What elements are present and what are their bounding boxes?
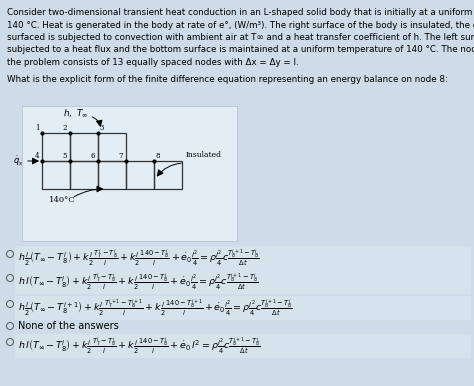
Text: $h\,l\left(T_\infty - T_8^i\right) + k\frac{l}{2}\frac{T_7^i-T_8^i}{l} + k\frac{: $h\,l\left(T_\infty - T_8^i\right) + k\f… xyxy=(18,336,261,356)
Text: the problem consists of 13 equally spaced nodes with Δx = Δy = l.: the problem consists of 13 equally space… xyxy=(7,58,299,67)
FancyBboxPatch shape xyxy=(15,334,471,358)
Bar xyxy=(126,161,154,189)
FancyBboxPatch shape xyxy=(15,246,471,270)
Bar xyxy=(42,133,70,161)
Text: 8: 8 xyxy=(156,152,160,160)
Text: What is the explicit form of the finite difference equation representing an ener: What is the explicit form of the finite … xyxy=(7,74,448,83)
Text: Insulated: Insulated xyxy=(186,151,222,159)
FancyBboxPatch shape xyxy=(15,270,471,294)
Text: 140°C: 140°C xyxy=(49,196,75,204)
Text: 140 °C. Heat is generated in the body at rate of e°, (W/m³). The right surface o: 140 °C. Heat is generated in the body at… xyxy=(7,20,474,29)
Text: 2: 2 xyxy=(63,124,67,132)
Text: $\dot{q}_s$: $\dot{q}_s$ xyxy=(13,154,23,168)
Bar xyxy=(70,161,98,189)
Bar xyxy=(154,161,182,189)
Text: $h\,l\left(T_\infty - T_8^i\right) + k\frac{l}{2}\frac{T_7^i-T_8^i}{l} + k\frac{: $h\,l\left(T_\infty - T_8^i\right) + k\f… xyxy=(18,272,258,292)
Text: None of the answers: None of the answers xyxy=(18,321,119,331)
Text: $h\frac{l}{2}\left(T_\infty - T_8^{i+1}\right) + k\frac{l}{2}\frac{T_7^{i+1}-T_8: $h\frac{l}{2}\left(T_\infty - T_8^{i+1}\… xyxy=(18,298,292,318)
Text: 4: 4 xyxy=(35,152,39,160)
Bar xyxy=(98,133,126,161)
Bar xyxy=(98,161,126,189)
Text: Consider two-dimensional transient heat conduction in an L-shaped solid body tha: Consider two-dimensional transient heat … xyxy=(7,8,474,17)
Text: subjected to a heat flux and the bottom surface is maintained at a uniform tempe: subjected to a heat flux and the bottom … xyxy=(7,46,474,54)
Text: 6: 6 xyxy=(91,152,95,160)
Text: $h,\ T_\infty$: $h,\ T_\infty$ xyxy=(63,107,88,119)
FancyBboxPatch shape xyxy=(22,106,237,241)
FancyBboxPatch shape xyxy=(15,296,471,320)
Text: surfaced is subjected to convection with ambient air at T∞ and a heat transfer c: surfaced is subjected to convection with… xyxy=(7,33,474,42)
Text: 1: 1 xyxy=(35,124,39,132)
Bar xyxy=(70,133,98,161)
Text: 3: 3 xyxy=(100,124,104,132)
Bar xyxy=(42,161,70,189)
Text: 7: 7 xyxy=(119,152,123,160)
Text: 5: 5 xyxy=(63,152,67,160)
Text: $h\frac{l}{2}\left(T_\infty - T_8^i\right) + k\frac{l}{2}\frac{T_7^i-T_8^i}{l} +: $h\frac{l}{2}\left(T_\infty - T_8^i\righ… xyxy=(18,248,259,268)
